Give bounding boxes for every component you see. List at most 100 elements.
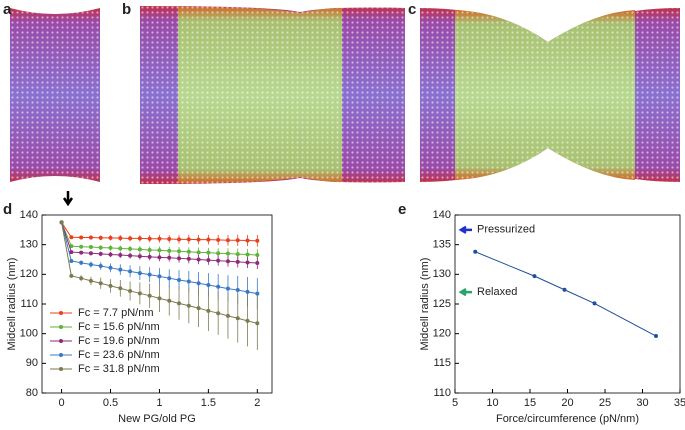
data-point bbox=[147, 293, 152, 298]
y-tick-label: 120 bbox=[433, 328, 451, 340]
data-point bbox=[118, 267, 123, 272]
y-tick-label: 125 bbox=[433, 298, 451, 310]
data-point bbox=[79, 235, 84, 240]
x-tick-label: 20 bbox=[561, 397, 573, 409]
data-point bbox=[59, 220, 64, 225]
data-point bbox=[196, 257, 201, 262]
x-tick-label: 35 bbox=[674, 397, 685, 409]
data-point bbox=[255, 253, 260, 258]
data-point bbox=[137, 271, 142, 276]
data-point bbox=[147, 272, 152, 277]
data-point bbox=[69, 273, 74, 278]
data-point bbox=[206, 308, 211, 313]
data-point bbox=[137, 236, 142, 241]
data-point bbox=[562, 287, 567, 292]
data-point bbox=[108, 235, 113, 240]
x-tick-label: 5 bbox=[452, 397, 458, 409]
data-point bbox=[128, 253, 133, 258]
data-point bbox=[137, 247, 142, 252]
y-tick-label: 90 bbox=[26, 357, 38, 369]
data-point bbox=[235, 252, 240, 257]
data-point bbox=[167, 298, 172, 303]
data-point bbox=[245, 318, 250, 323]
data-point bbox=[177, 277, 182, 282]
y-tick-label: 110 bbox=[20, 298, 38, 310]
data-point bbox=[79, 260, 84, 265]
data-point bbox=[157, 274, 162, 279]
data-point bbox=[235, 238, 240, 243]
data-point bbox=[255, 261, 260, 266]
data-point bbox=[177, 237, 182, 242]
data-point bbox=[167, 276, 172, 281]
x-tick-label: 0 bbox=[59, 397, 65, 409]
data-point bbox=[157, 255, 162, 260]
data-point bbox=[88, 245, 93, 250]
data-point bbox=[128, 236, 133, 241]
data-point bbox=[118, 253, 123, 258]
data-point bbox=[69, 258, 74, 263]
panel-label: d bbox=[3, 201, 12, 218]
rendering-a bbox=[10, 8, 100, 182]
y-tick-label: 80 bbox=[26, 387, 38, 399]
data-point bbox=[235, 259, 240, 264]
data-point bbox=[79, 250, 84, 255]
data-point bbox=[225, 313, 230, 318]
x-tick-label: 2 bbox=[254, 397, 260, 409]
data-point bbox=[532, 274, 537, 279]
rendering-b bbox=[140, 6, 405, 184]
data-point bbox=[167, 255, 172, 260]
data-point bbox=[592, 301, 597, 306]
data-point bbox=[108, 252, 113, 257]
data-point bbox=[108, 283, 113, 288]
data-point bbox=[255, 291, 260, 296]
legend-label: Fc = 15.6 pN/nm bbox=[78, 321, 160, 333]
data-point bbox=[147, 236, 152, 241]
y-tick-label: 115 bbox=[433, 357, 451, 369]
legend-marker bbox=[59, 311, 63, 315]
data-point bbox=[118, 286, 123, 291]
data-point bbox=[255, 321, 260, 326]
data-point bbox=[235, 316, 240, 321]
x-tick-label: 30 bbox=[636, 397, 648, 409]
data-point bbox=[654, 334, 658, 339]
data-point bbox=[128, 246, 133, 251]
data-point bbox=[98, 264, 103, 269]
data-point bbox=[147, 248, 152, 253]
data-point bbox=[216, 237, 221, 242]
data-point bbox=[69, 250, 74, 255]
y-tick-label: 140 bbox=[20, 209, 38, 221]
data-point bbox=[196, 281, 201, 286]
data-point bbox=[206, 258, 211, 263]
data-point bbox=[69, 244, 74, 249]
legend-label: Fc = 7.7 pN/nm bbox=[78, 307, 154, 319]
data-point bbox=[186, 249, 191, 254]
x-tick-label: 10 bbox=[486, 397, 498, 409]
x-tick-label: 1 bbox=[156, 397, 162, 409]
data-point bbox=[69, 235, 74, 240]
panel-label: b bbox=[122, 1, 131, 18]
x-tick-label: 15 bbox=[524, 397, 536, 409]
data-point bbox=[245, 260, 250, 265]
data-point bbox=[225, 251, 230, 256]
data-point bbox=[196, 250, 201, 255]
annotation-arrow bbox=[458, 225, 472, 234]
y-tick-label: 130 bbox=[433, 268, 451, 280]
data-point bbox=[118, 236, 123, 241]
data-point bbox=[186, 279, 191, 284]
data-point bbox=[255, 238, 260, 243]
y-tick-label: 140 bbox=[433, 209, 451, 221]
y-axis-label: Midcell radius (nm) bbox=[6, 258, 18, 351]
legend-marker bbox=[59, 353, 63, 357]
legend-marker bbox=[59, 325, 63, 329]
legend-label: Fc = 23.6 pN/nm bbox=[78, 349, 160, 361]
data-point bbox=[216, 258, 221, 263]
annotation-text: Relaxed bbox=[477, 286, 517, 298]
legend-marker bbox=[59, 367, 63, 371]
data-point bbox=[157, 296, 162, 301]
y-tick-label: 130 bbox=[20, 239, 38, 251]
data-point bbox=[88, 235, 93, 240]
legend-label: Fc = 31.8 pN/nm bbox=[78, 363, 160, 375]
data-point bbox=[118, 246, 123, 251]
arrow bbox=[62, 191, 74, 207]
